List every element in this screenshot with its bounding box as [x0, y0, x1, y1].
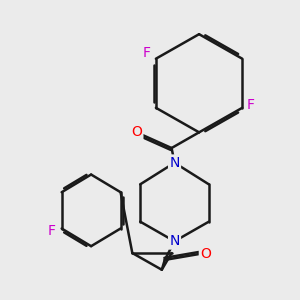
- Text: N: N: [169, 234, 180, 248]
- Text: O: O: [131, 125, 142, 139]
- Text: F: F: [143, 46, 151, 60]
- Text: F: F: [247, 98, 255, 112]
- Text: N: N: [169, 156, 180, 170]
- Text: O: O: [200, 247, 211, 261]
- Text: F: F: [47, 224, 56, 239]
